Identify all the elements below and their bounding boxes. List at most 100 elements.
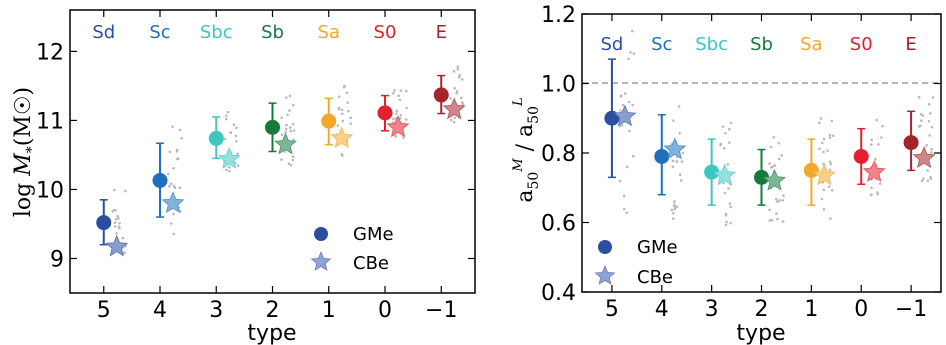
- data-point-right: [678, 173, 682, 177]
- legend-left: GMe CBe: [310, 224, 394, 274]
- data-point-right: [827, 185, 831, 189]
- data-point-left: [172, 232, 176, 236]
- data-point-right: [774, 197, 778, 201]
- data-point-left: [234, 134, 238, 138]
- data-point-left: [402, 136, 405, 139]
- data-point-left: [345, 91, 349, 95]
- data-point-right: [881, 124, 884, 128]
- x-tick-label-right: 2: [755, 297, 769, 322]
- data-point-right: [680, 160, 684, 163]
- legend-label-gme-right: GMe: [637, 237, 678, 258]
- data-point-left: [175, 149, 179, 153]
- marks-left: [96, 74, 466, 257]
- data-point-right: [876, 192, 879, 196]
- data-point-right: [770, 218, 774, 222]
- data-point-left: [113, 221, 117, 224]
- data-point-left: [226, 110, 230, 114]
- data-point-right: [929, 175, 932, 179]
- legend-label-gme-left: GMe: [353, 224, 394, 245]
- cbe-point-left: [442, 97, 466, 120]
- type-label-sd-left: Sd: [92, 22, 115, 43]
- x-tick-label-right: 5: [605, 297, 619, 322]
- data-point-right: [721, 125, 725, 128]
- data-point-left: [285, 127, 288, 131]
- data-point-left: [340, 108, 344, 112]
- data-point-right: [619, 95, 623, 98]
- right-panel: 5 4 3 2 1 0 −1 0.4 0.6 0.8 1.0 1.2 Sd Sc Sbc Sb Sa S0 E t…: [511, 3, 942, 345]
- data-point-left: [392, 91, 395, 95]
- x-tick-label-left: 0: [378, 298, 392, 323]
- type-label-sc-left: Sc: [149, 22, 170, 43]
- type-label-s0-left: S0: [374, 22, 397, 43]
- data-point-left: [236, 152, 239, 156]
- marks-right: [604, 58, 936, 206]
- data-point-right: [931, 96, 935, 99]
- data-point-right: [929, 112, 932, 115]
- data-point-right: [728, 202, 732, 205]
- data-point-right: [776, 217, 779, 221]
- cbe-point-right: [613, 104, 637, 127]
- data-point-left: [224, 117, 228, 121]
- legend-label-cbe-left: CBe: [353, 253, 389, 274]
- data-point-left: [235, 139, 238, 143]
- gme-point-left: [377, 105, 393, 121]
- data-point-left: [168, 150, 172, 154]
- data-point-right: [630, 29, 634, 33]
- ticks-right: 5 4 3 2 1 0 −1 0.4 0.6 0.8 1.0 1.2: [541, 3, 941, 322]
- type-label-sa-left: Sa: [318, 22, 340, 43]
- gme-point-left: [433, 87, 449, 103]
- data-point-right: [724, 213, 728, 217]
- data-point-right: [777, 141, 781, 145]
- data-point-left: [458, 73, 461, 77]
- data-point-right: [822, 150, 825, 154]
- type-label-sbc-right: Sbc: [695, 34, 728, 55]
- x-tick-label-right: 0: [854, 297, 868, 322]
- individual-points-right: [618, 29, 935, 227]
- data-point-right: [719, 142, 723, 146]
- type-label-e-right: E: [905, 34, 916, 55]
- data-point-left: [236, 164, 240, 167]
- data-point-left: [404, 89, 408, 93]
- data-point-left: [289, 129, 293, 133]
- data-point-left: [178, 186, 182, 190]
- x-axis-label-right: type: [736, 321, 785, 345]
- legend-marker-gme-right: [598, 240, 612, 254]
- data-point-right: [921, 114, 925, 117]
- data-point-right: [672, 211, 675, 215]
- data-point-left: [404, 118, 408, 121]
- data-point-right: [773, 164, 777, 167]
- type-labels-right: Sd Sc Sbc Sb Sa S0 E: [600, 34, 916, 55]
- data-point-right: [625, 165, 629, 169]
- data-point-right: [677, 105, 681, 108]
- data-point-left: [280, 133, 284, 137]
- data-point-left: [337, 106, 341, 110]
- data-point-left: [114, 208, 117, 212]
- y-tick-label-left: 9: [50, 247, 64, 272]
- data-point-left: [460, 78, 464, 81]
- data-point-right: [930, 125, 934, 129]
- data-point-right: [930, 151, 933, 154]
- data-point-right: [777, 157, 781, 161]
- data-point-right: [623, 92, 627, 95]
- data-point-left: [449, 118, 453, 122]
- data-point-right: [678, 131, 681, 135]
- cbe-point-right: [862, 160, 886, 182]
- data-point-left: [336, 124, 340, 127]
- data-point-right: [670, 208, 674, 212]
- data-point-left: [398, 98, 402, 102]
- data-point-right: [722, 181, 725, 185]
- legend-marker-gme-left: [314, 227, 328, 241]
- data-point-right: [826, 149, 829, 152]
- x-tick-label-right: −1: [895, 297, 927, 322]
- data-point-right: [919, 112, 923, 116]
- data-point-right: [629, 51, 632, 54]
- type-label-sa-right: Sa: [800, 34, 822, 55]
- y-tick-label-right: 1.0: [541, 73, 576, 98]
- data-point-right: [631, 154, 635, 158]
- data-point-right: [778, 199, 781, 202]
- data-point-right: [781, 199, 785, 202]
- type-label-sd-right: Sd: [600, 34, 623, 55]
- data-point-left: [284, 130, 288, 134]
- data-point-left: [121, 236, 124, 240]
- data-point-right: [724, 223, 728, 227]
